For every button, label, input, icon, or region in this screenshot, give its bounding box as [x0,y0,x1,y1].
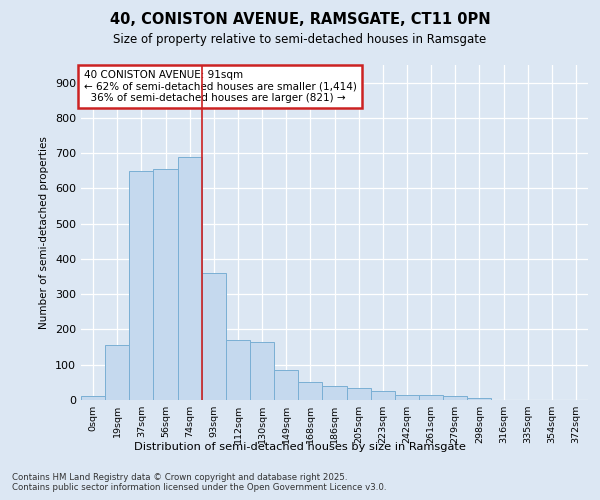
Text: 40 CONISTON AVENUE: 91sqm
← 62% of semi-detached houses are smaller (1,414)
  36: 40 CONISTON AVENUE: 91sqm ← 62% of semi-… [83,70,356,103]
Bar [443,396,467,400]
Bar [347,388,371,400]
Bar [105,346,129,400]
Text: Contains HM Land Registry data © Crown copyright and database right 2025.
Contai: Contains HM Land Registry data © Crown c… [12,472,386,492]
Text: 40, CONISTON AVENUE, RAMSGATE, CT11 0PN: 40, CONISTON AVENUE, RAMSGATE, CT11 0PN [110,12,490,28]
Bar [81,396,105,400]
Bar [274,370,298,400]
Bar [129,171,154,400]
Y-axis label: Number of semi-detached properties: Number of semi-detached properties [40,136,49,329]
Bar [467,398,491,400]
Bar [395,394,419,400]
Bar [298,382,322,400]
Bar [178,156,202,400]
Bar [226,340,250,400]
Text: Size of property relative to semi-detached houses in Ramsgate: Size of property relative to semi-detach… [113,32,487,46]
Bar [250,342,274,400]
Bar [322,386,347,400]
Bar [419,394,443,400]
Bar [371,391,395,400]
Text: Distribution of semi-detached houses by size in Ramsgate: Distribution of semi-detached houses by … [134,442,466,452]
Bar [202,273,226,400]
Bar [154,169,178,400]
